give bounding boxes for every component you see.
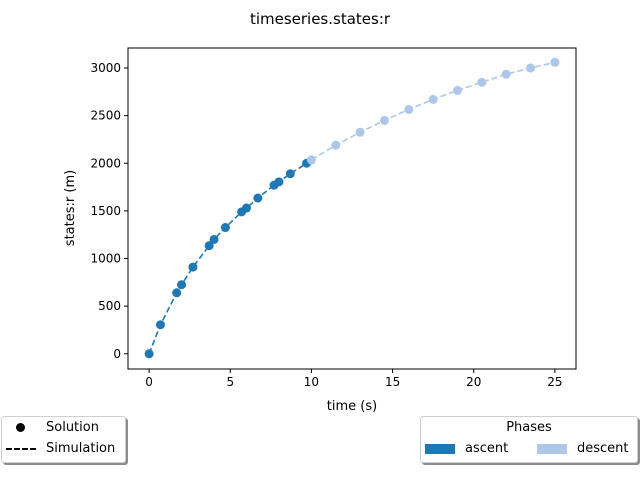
- x-axis-label: time (s): [327, 399, 377, 414]
- x-tick-label: 20: [466, 375, 481, 389]
- y-tick-label: 2500: [90, 109, 121, 123]
- solution-point-ascent: [172, 288, 182, 298]
- legend-entry-ascent: ascent: [425, 441, 508, 456]
- solution-point-descent: [526, 63, 536, 73]
- solution-point-descent: [550, 57, 560, 67]
- y-tick-label: 1500: [90, 204, 121, 218]
- solution-point-ascent: [144, 349, 154, 359]
- legend-label: Solution: [46, 420, 99, 435]
- solution-point-ascent: [274, 177, 284, 187]
- solution-point-ascent: [155, 320, 165, 330]
- y-tick-label: 3000: [90, 61, 121, 75]
- y-tick-label: 2000: [90, 156, 121, 170]
- color-patch-icon: [425, 443, 455, 454]
- simulation-line-ascent: [148, 162, 308, 355]
- solution-point-ascent: [285, 169, 295, 179]
- x-tick-label: 10: [304, 375, 319, 389]
- y-tick-label: 1000: [90, 252, 121, 266]
- legend-label: Simulation: [46, 441, 116, 456]
- legend-title: Phases: [506, 420, 552, 435]
- solution-point-descent: [355, 127, 365, 137]
- solution-point-ascent: [209, 234, 219, 244]
- legend-label: descent: [577, 441, 629, 456]
- y-axis-label: states:r (m): [63, 170, 78, 246]
- y-tick-label: 0: [113, 347, 121, 361]
- solution-point-descent: [331, 140, 341, 150]
- x-tick-label: 15: [385, 375, 400, 389]
- dashed-line-icon: [6, 447, 36, 450]
- x-tick-label: 0: [145, 375, 153, 389]
- solution-point-ascent: [188, 262, 198, 272]
- legend-entry-descent: descent: [537, 441, 629, 456]
- color-patch-icon: [537, 443, 567, 454]
- legend-entry-simulation: Simulation: [6, 441, 115, 456]
- solution-point-descent: [306, 155, 316, 165]
- simulation-line-descent: [310, 61, 556, 161]
- dot-marker-icon: [16, 423, 25, 432]
- plot-area: [144, 57, 560, 359]
- solution-point-descent: [453, 85, 463, 95]
- x-tick-label: 5: [226, 375, 234, 389]
- chart-title: timeseries.states:r: [250, 10, 391, 28]
- solution-point-descent: [379, 115, 389, 125]
- solution-point-ascent: [253, 193, 263, 203]
- legend-line-styles: Solution Simulation: [1, 416, 126, 463]
- solution-point-ascent: [220, 223, 230, 233]
- solution-point-descent: [428, 94, 438, 104]
- legend-label: ascent: [465, 441, 509, 456]
- y-tick-label: 500: [98, 299, 121, 313]
- solution-point-ascent: [241, 203, 251, 213]
- legend-phases: Phases ascent descent: [420, 416, 638, 463]
- solution-point-descent: [477, 77, 487, 87]
- legend-entry-solution: Solution: [16, 420, 99, 435]
- x-tick-label: 25: [547, 375, 562, 389]
- solution-point-descent: [501, 69, 511, 79]
- solution-point-descent: [404, 104, 414, 114]
- solution-point-ascent: [177, 280, 187, 290]
- axes-frame: [127, 47, 577, 370]
- solution-point-ascent: [204, 241, 214, 251]
